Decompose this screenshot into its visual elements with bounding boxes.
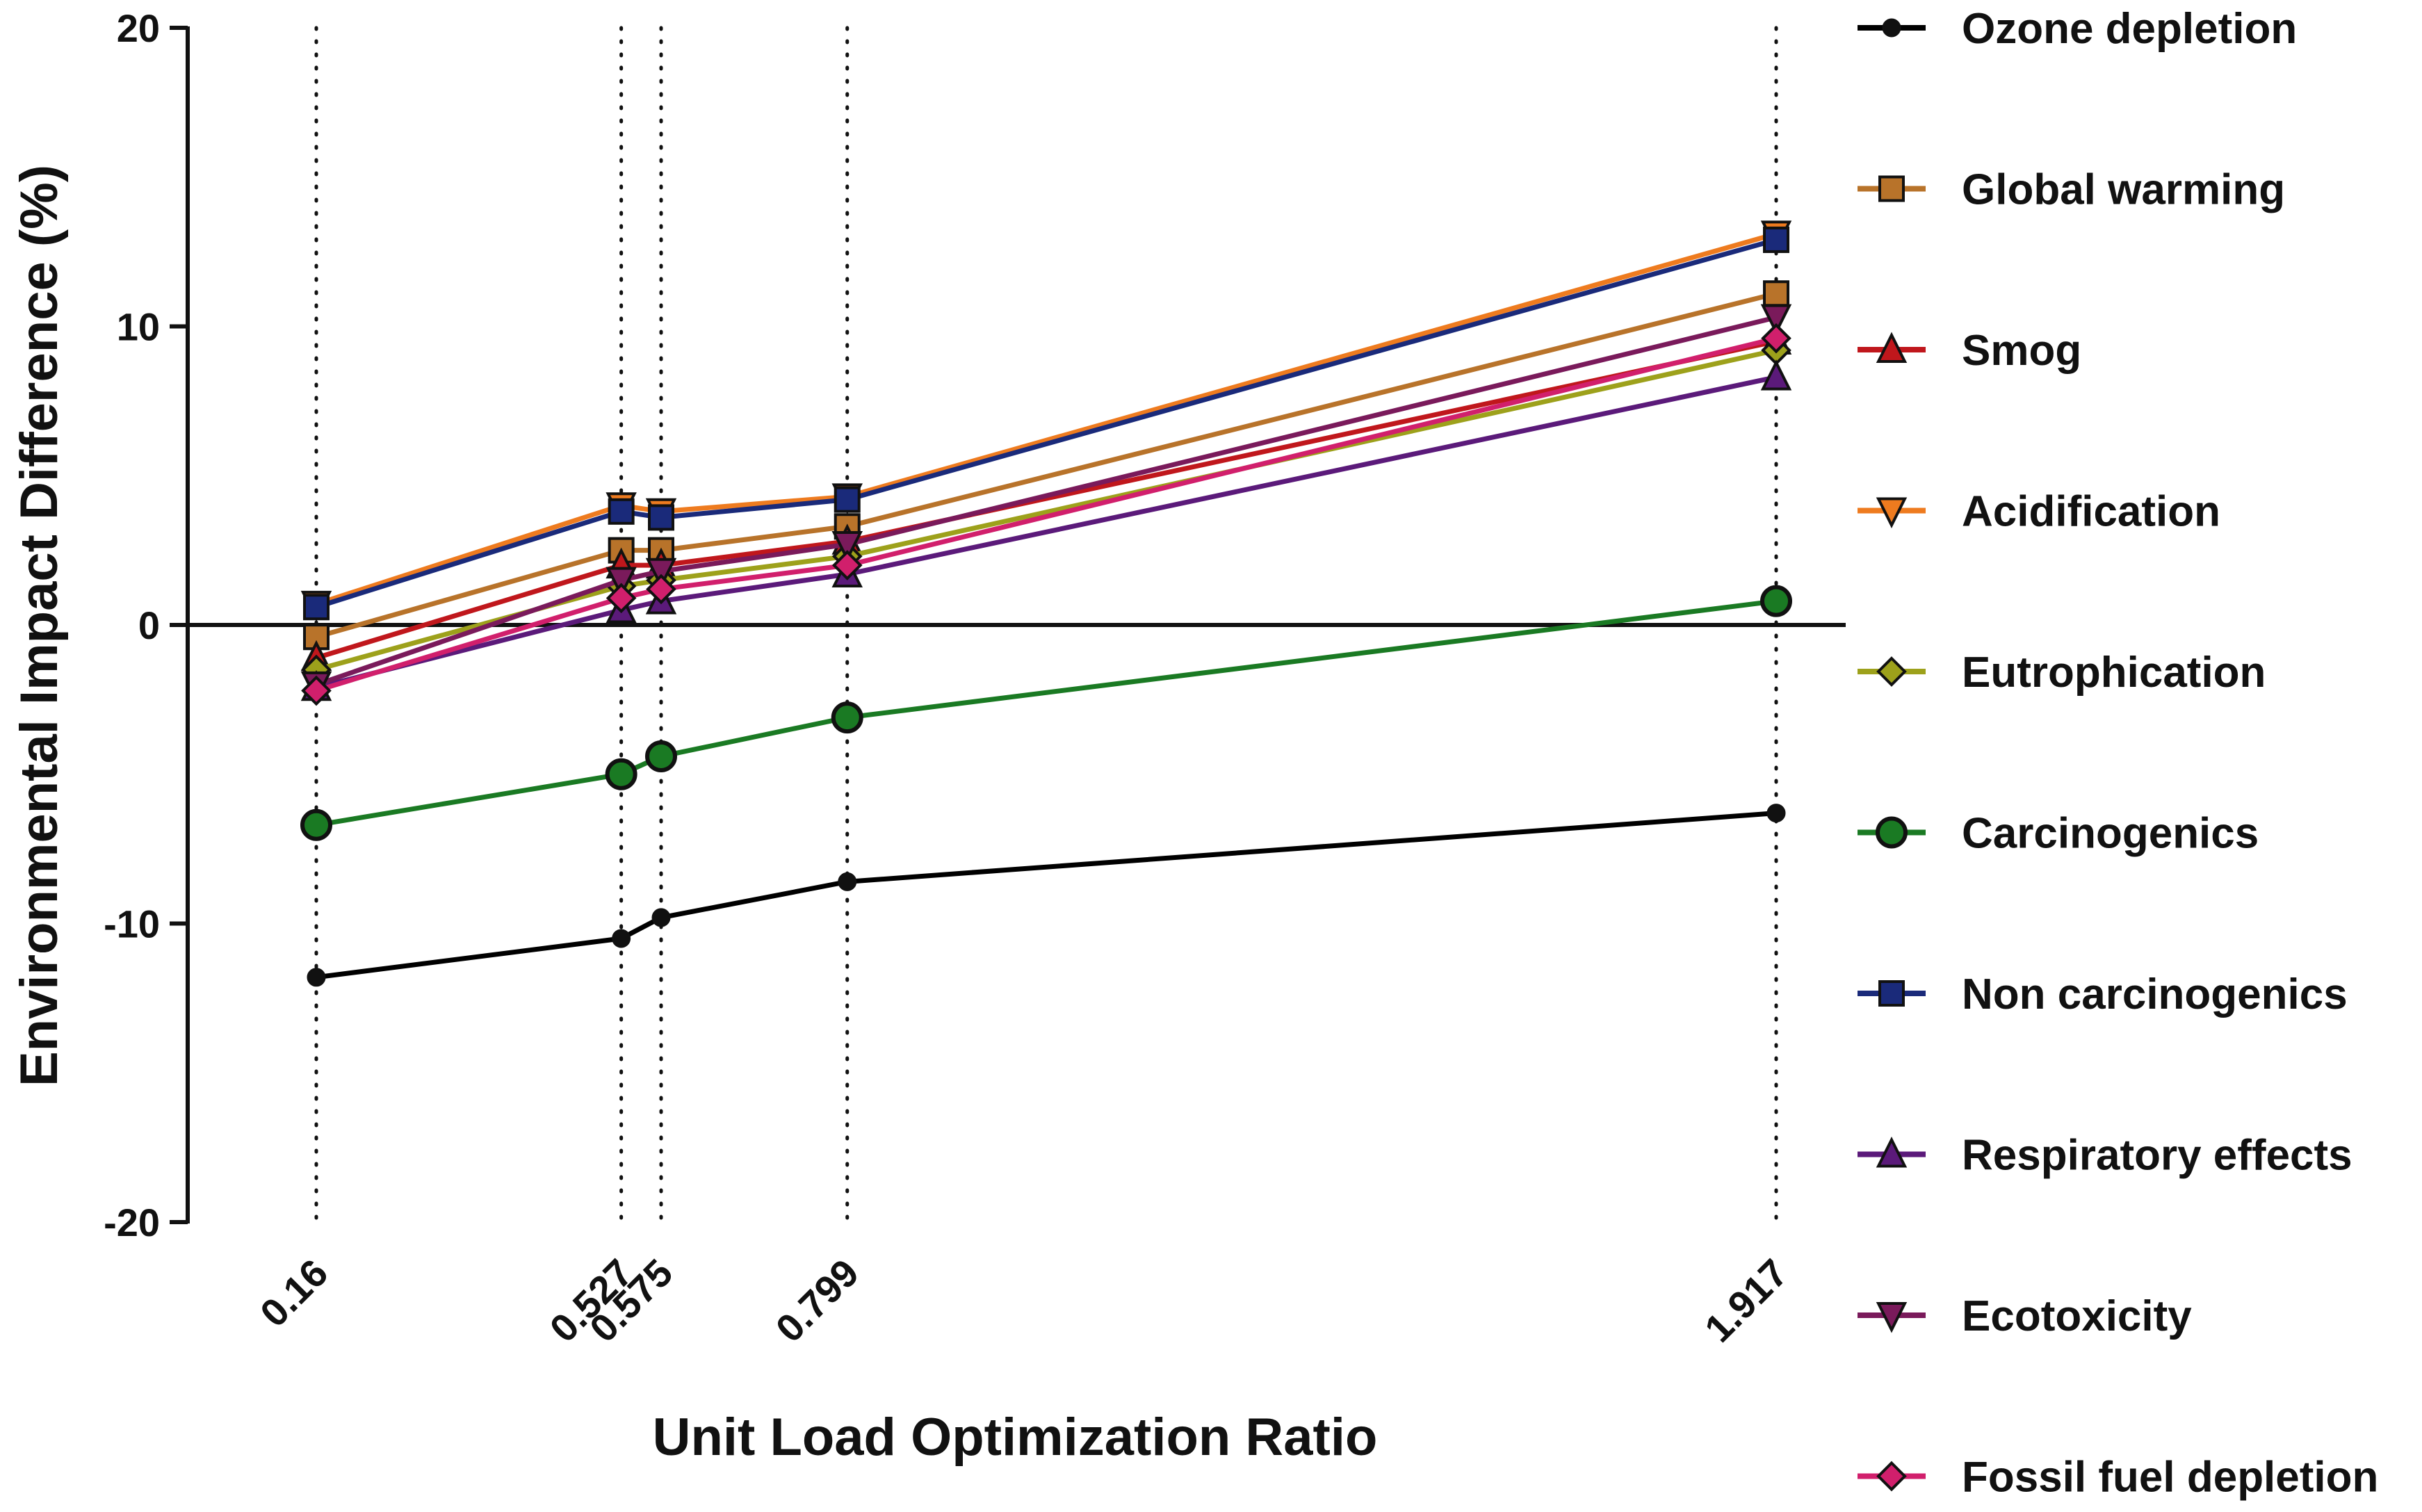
series-line-carcinogenics bbox=[316, 599, 1777, 828]
legend-label-carcinogenics: Carcinogenics bbox=[1962, 810, 2259, 858]
y-tick-label-0: 20 bbox=[117, 6, 160, 50]
legend-item-smog: Smog bbox=[1858, 327, 2081, 375]
series-line-ozone-depletion bbox=[316, 811, 1777, 980]
data-point-ozone-depletion-4 bbox=[1766, 804, 1786, 823]
legend-label-respiratory-effects: Respiratory effects bbox=[1962, 1132, 2352, 1180]
legend-item-ecotoxicity: Ecotoxicity bbox=[1858, 1292, 2192, 1340]
data-point-carcinogenics-4 bbox=[1760, 585, 1792, 617]
legend-marker-ozone-depletion bbox=[1882, 18, 1901, 38]
series-ecotoxicity bbox=[300, 304, 1792, 703]
data-point-carcinogenics-3 bbox=[831, 701, 863, 734]
data-point-ozone-depletion-1 bbox=[612, 929, 631, 948]
y-tick-label-2: 0 bbox=[138, 603, 160, 647]
y-tick-label-1: 10 bbox=[117, 305, 160, 349]
legend-label-acidification: Acidification bbox=[1962, 488, 2220, 536]
legend-label-fossil-fuel-depletion: Fossil fuel depletion bbox=[1962, 1454, 2378, 1502]
legend-marker-global-warming bbox=[1878, 175, 1905, 202]
legend-label-eutrophication: Eutrophication bbox=[1962, 649, 2266, 697]
legend-marker-acidification bbox=[1876, 497, 1908, 528]
legend-marker-eutrophication bbox=[1876, 656, 1907, 687]
data-point-carcinogenics-1 bbox=[605, 758, 637, 790]
data-point-ecotoxicity-2 bbox=[645, 558, 677, 590]
legend-item-carcinogenics: Carcinogenics bbox=[1858, 810, 2259, 858]
series-respiratory-effects bbox=[300, 359, 1792, 701]
y-axis-ticks: 20 10 0 -10 -20 bbox=[104, 6, 188, 1244]
data-point-fossil-fuel-depletion-3 bbox=[831, 550, 863, 580]
legend-label-ecotoxicity: Ecotoxicity bbox=[1962, 1292, 2192, 1340]
data-point-fossil-fuel-depletion-2 bbox=[646, 574, 676, 605]
legend-marker-smog bbox=[1876, 332, 1908, 363]
y-axis-title: Environmental Impact Difference (%) bbox=[10, 165, 69, 1087]
series-non-carcinogenics bbox=[303, 226, 1789, 621]
x-tick-label-0: 0.16 bbox=[252, 1251, 336, 1335]
series-carcinogenics bbox=[300, 585, 1792, 841]
legend-item-non-carcinogenics: Non carcinogenics bbox=[1858, 970, 2348, 1018]
data-point-carcinogenics-0 bbox=[300, 808, 332, 841]
legend-label-ozone-depletion: Ozone depletion bbox=[1962, 5, 2297, 53]
series-line-acidification bbox=[315, 231, 1777, 607]
legend-label-global-warming: Global warming bbox=[1962, 166, 2285, 214]
data-point-ecotoxicity-3 bbox=[831, 531, 863, 562]
data-point-non-carcinogenics-4 bbox=[1763, 226, 1789, 253]
legend-item-global-warming: Global warming bbox=[1858, 166, 2285, 214]
data-point-non-carcinogenics-0 bbox=[303, 594, 330, 621]
series-line-fossil-fuel-depletion bbox=[315, 336, 1777, 693]
legend-marker-ecotoxicity bbox=[1876, 1302, 1908, 1333]
data-point-ecotoxicity-4 bbox=[1760, 304, 1792, 336]
legend-marker-carcinogenics bbox=[1876, 816, 1908, 849]
legend-marker-non-carcinogenics bbox=[1878, 980, 1905, 1007]
series-fossil-fuel-depletion bbox=[301, 323, 1791, 706]
data-point-fossil-fuel-depletion-1 bbox=[606, 583, 637, 614]
y-tick-label-3: -10 bbox=[104, 902, 160, 946]
data-point-non-carcinogenics-1 bbox=[608, 498, 635, 525]
data-point-fossil-fuel-depletion-4 bbox=[1761, 323, 1791, 354]
x-tick-label-3: 0.799 bbox=[767, 1251, 868, 1351]
data-point-non-carcinogenics-3 bbox=[834, 486, 861, 513]
legend-item-acidification: Acidification bbox=[1858, 488, 2220, 536]
data-point-fossil-fuel-depletion-0 bbox=[301, 675, 332, 706]
legend-marker-respiratory-effects bbox=[1876, 1137, 1908, 1168]
y-tick-label-4: -20 bbox=[104, 1201, 160, 1244]
legend: Ozone depletion Global warming Smog Acidifi… bbox=[1858, 5, 2378, 1502]
legend-item-respiratory-effects: Respiratory effects bbox=[1858, 1132, 2352, 1180]
data-point-ozone-depletion-3 bbox=[838, 872, 857, 891]
legend-item-ozone-depletion: Ozone depletion bbox=[1858, 5, 2297, 53]
series-ozone-depletion bbox=[307, 804, 1786, 987]
data-point-ozone-depletion-0 bbox=[307, 968, 326, 987]
x-tick-label-4: 1.917 bbox=[1696, 1251, 1796, 1351]
legend-marker-fossil-fuel-depletion bbox=[1876, 1461, 1907, 1492]
data-point-respiratory-effects-4 bbox=[1760, 359, 1792, 391]
data-point-global-warming-4 bbox=[1763, 280, 1789, 307]
legend-label-non-carcinogenics: Non carcinogenics bbox=[1962, 970, 2348, 1018]
x-axis-title: Unit Load Optimization Ratio bbox=[653, 1408, 1378, 1467]
data-point-ecotoxicity-1 bbox=[606, 567, 637, 599]
data-point-non-carcinogenics-2 bbox=[648, 504, 675, 531]
data-point-ozone-depletion-2 bbox=[651, 908, 671, 927]
legend-item-eutrophication: Eutrophication bbox=[1858, 649, 2266, 697]
legend-item-fossil-fuel-depletion: Fossil fuel depletion bbox=[1858, 1454, 2378, 1502]
data-point-carcinogenics-2 bbox=[645, 740, 678, 772]
data-series bbox=[300, 220, 1792, 987]
legend-label-smog: Smog bbox=[1962, 327, 2081, 375]
series-line-global-warming bbox=[316, 291, 1777, 640]
